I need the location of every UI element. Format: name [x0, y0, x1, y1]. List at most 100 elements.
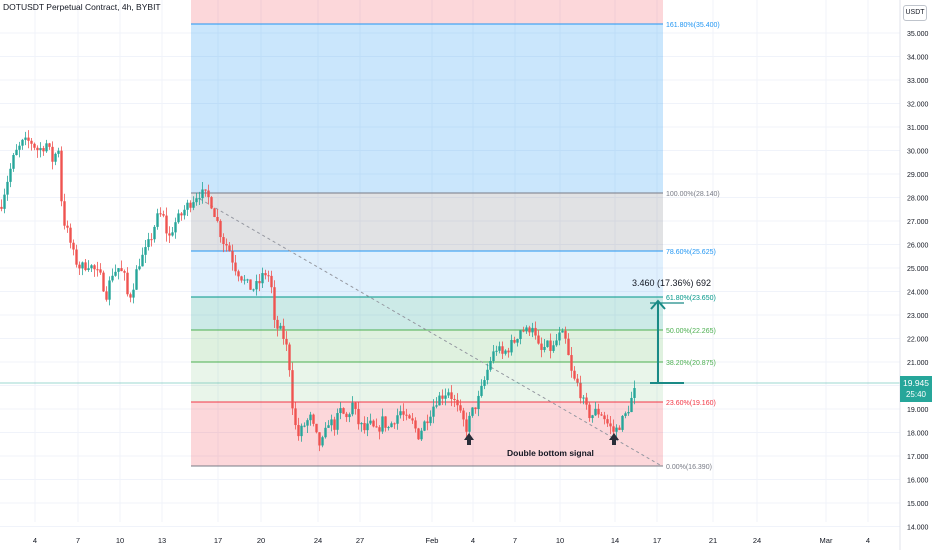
candle-body: [279, 325, 282, 329]
candle-body: [561, 330, 564, 333]
fibonacci-retracement-levels[interactable]: 161.80%(35.400) 100.00%(28.140) 78.60%(25.…: [191, 22, 720, 471]
fib-zone: [191, 402, 663, 466]
candle-body: [330, 419, 333, 426]
candle-body: [261, 273, 264, 284]
candle-body: [183, 209, 186, 216]
candle-body: [18, 145, 21, 150]
candle-body: [426, 421, 429, 424]
candle-body: [300, 425, 303, 437]
time-tick-label: 24: [314, 536, 322, 545]
time-tick-label: 13: [158, 536, 166, 545]
time-tick-label: 14: [611, 536, 619, 545]
candle-body: [597, 408, 600, 415]
candle-body: [42, 148, 45, 152]
candle-body: [393, 423, 396, 425]
candle-body: [45, 143, 48, 152]
candle-body: [24, 137, 27, 140]
fib-level-label: 50.00%(22.265): [666, 328, 716, 335]
fib-zone: [191, 24, 663, 193]
candle-body: [66, 225, 69, 228]
time-tick-label: 4: [33, 536, 37, 545]
candle-body: [162, 214, 165, 216]
time-tick-label: 10: [556, 536, 564, 545]
candle-body: [81, 262, 84, 269]
candle-body: [123, 271, 126, 273]
candle-body: [288, 344, 291, 371]
time-axis[interactable]: 4 7 10 13 17 20 24 27 Feb 4 7 10 14 17 21 24 Mar 4: [33, 536, 870, 545]
candle-body: [258, 281, 261, 284]
candle-body: [201, 189, 204, 199]
candle-body: [213, 208, 216, 217]
candle-body: [15, 149, 18, 156]
time-tick-label: 10: [116, 536, 124, 545]
candle-body: [552, 345, 555, 351]
candle-body: [240, 276, 243, 281]
candle-body: [603, 415, 606, 420]
candle-body: [495, 350, 498, 352]
candle-body: [588, 404, 591, 419]
candle-body: [264, 273, 267, 276]
candle-body: [9, 168, 12, 182]
candle-body: [168, 233, 171, 236]
candle-body: [366, 423, 369, 431]
arrow-up-icon[interactable]: [464, 433, 474, 445]
candle-body: [480, 385, 483, 396]
price-tick-label: 14.000: [907, 525, 929, 532]
candlestick-series[interactable]: [0, 130, 636, 452]
candle-countdown: 25:40: [905, 390, 927, 399]
candle-body: [120, 268, 123, 272]
candle-body: [318, 432, 321, 446]
candle-body: [525, 327, 528, 332]
price-range-measure[interactable]: [650, 299, 684, 384]
time-tick-label: 17: [214, 536, 222, 545]
current-price-tag: 19.945 25:40: [900, 376, 932, 402]
candle-body: [546, 340, 549, 347]
time-tick-label: 4: [471, 536, 475, 545]
candle-body: [99, 269, 102, 273]
price-tick-label: 31.000: [907, 125, 929, 132]
fibonacci-retracement-zones[interactable]: [191, 0, 663, 466]
candle-body: [105, 291, 108, 300]
candle-body: [453, 398, 456, 400]
candle-body: [153, 226, 156, 240]
candle-body: [198, 198, 201, 200]
candle-body: [129, 294, 132, 298]
candle-body: [423, 421, 426, 431]
dashed-trendline[interactable]: [199, 198, 661, 466]
candle-body: [621, 415, 624, 430]
price-axis[interactable]: 35.000 34.000 33.000 32.000 31.000 30.000 29.0…: [899, 0, 932, 550]
candle-body: [0, 206, 3, 209]
candle-body: [564, 330, 567, 339]
candle-body: [54, 153, 57, 162]
candle-body: [609, 423, 612, 427]
candle-body: [150, 239, 153, 241]
candle-body: [339, 408, 342, 414]
candle-body: [21, 139, 24, 146]
price-tick-label: 29.000: [907, 172, 929, 179]
currency-badge[interactable]: USDT: [903, 5, 927, 21]
candle-body: [174, 222, 177, 233]
candle-body: [231, 251, 234, 263]
symbol-title[interactable]: DOTUSDT Perpetual Contract, 4h, BYBIT: [3, 2, 161, 12]
candle-body: [435, 405, 438, 407]
fib-zone: [191, 362, 663, 383]
candle-body: [540, 343, 543, 350]
candle-body: [207, 190, 210, 198]
candle-body: [570, 355, 573, 371]
price-tick-label: 16.000: [907, 478, 929, 485]
candle-body: [126, 272, 129, 295]
candle-body: [114, 271, 117, 276]
price-tick-label: 15.000: [907, 501, 929, 508]
candle-body: [84, 262, 87, 271]
arrow-up-icon[interactable]: [609, 433, 619, 445]
candle-body: [504, 350, 507, 354]
candle-body: [252, 289, 255, 291]
candle-body: [486, 369, 489, 381]
candle-body: [375, 426, 378, 428]
fib-zone: [191, 251, 663, 297]
price-tick-label: 30.000: [907, 149, 929, 156]
double-bottom-annotation[interactable]: Double bottom signal: [507, 448, 594, 458]
candle-body: [459, 405, 462, 411]
